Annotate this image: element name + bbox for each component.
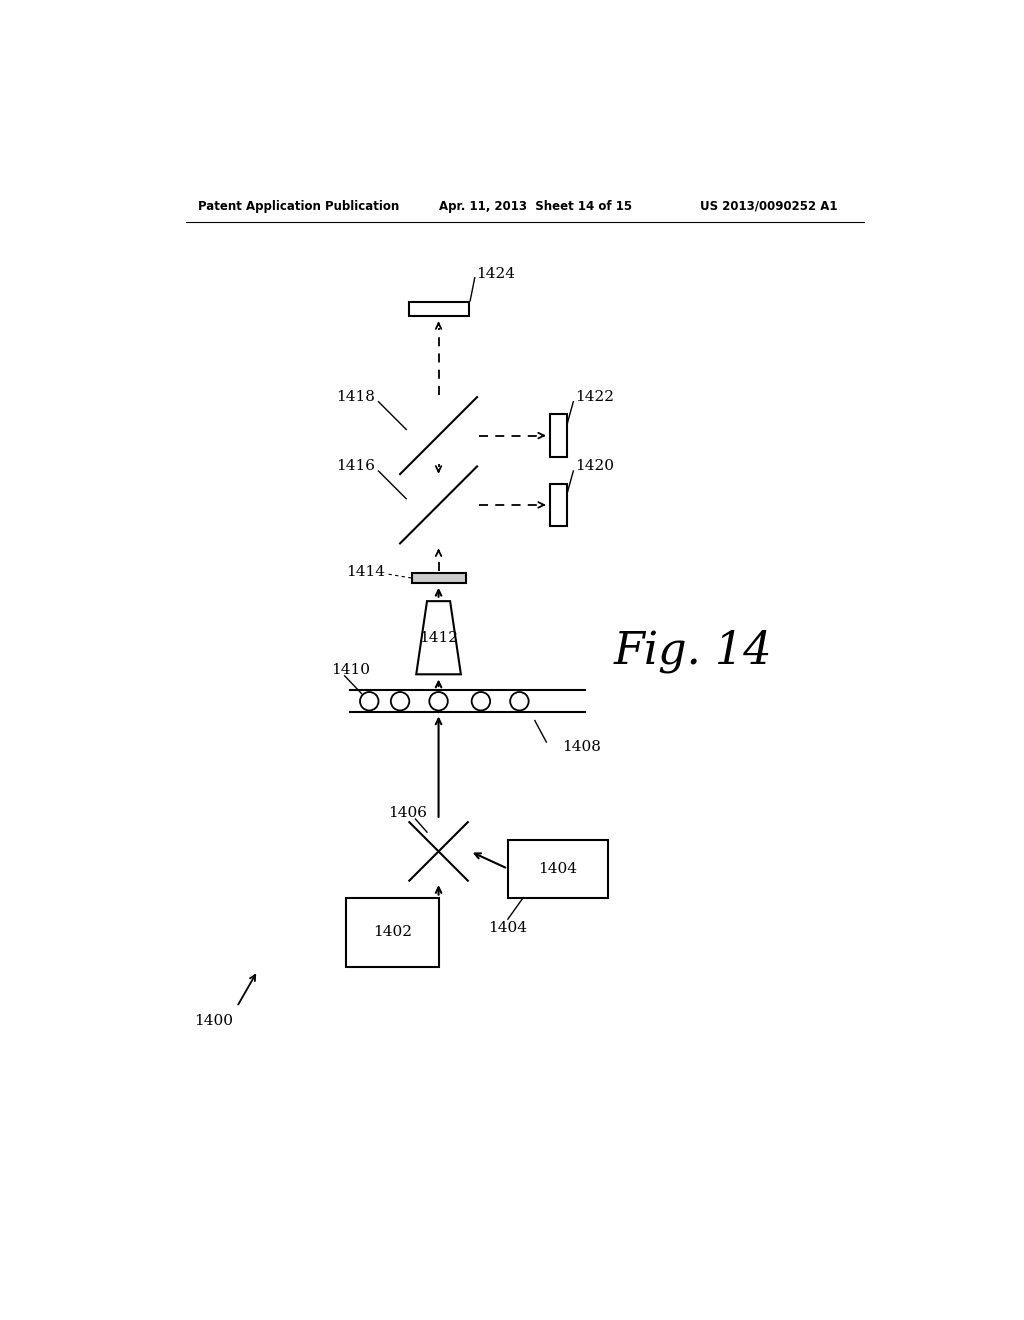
Text: Apr. 11, 2013  Sheet 14 of 15: Apr. 11, 2013 Sheet 14 of 15 <box>438 199 632 213</box>
Bar <box>412 573 466 583</box>
Text: 1412: 1412 <box>419 631 458 644</box>
Text: 1424: 1424 <box>476 267 515 281</box>
Text: 1410: 1410 <box>331 664 370 677</box>
Text: Patent Application Publication: Patent Application Publication <box>199 199 399 213</box>
Bar <box>550 483 567 527</box>
Text: Fig. 14: Fig. 14 <box>613 630 772 673</box>
Text: 1406: 1406 <box>388 807 427 820</box>
Bar <box>508 840 608 898</box>
Bar <box>346 898 438 966</box>
Text: 1422: 1422 <box>574 391 613 404</box>
Text: 1408: 1408 <box>562 741 601 755</box>
Text: 1402: 1402 <box>373 925 412 940</box>
Text: 1420: 1420 <box>574 459 613 474</box>
Text: 1414: 1414 <box>346 565 385 579</box>
Text: 1416: 1416 <box>337 459 376 474</box>
Text: 1418: 1418 <box>337 391 376 404</box>
Text: US 2013/0090252 A1: US 2013/0090252 A1 <box>700 199 838 213</box>
Text: 1404: 1404 <box>539 862 578 875</box>
Text: 1404: 1404 <box>488 921 527 936</box>
Bar <box>550 414 567 457</box>
Polygon shape <box>416 601 461 675</box>
Bar <box>409 302 469 317</box>
Text: 1400: 1400 <box>195 1014 233 1028</box>
